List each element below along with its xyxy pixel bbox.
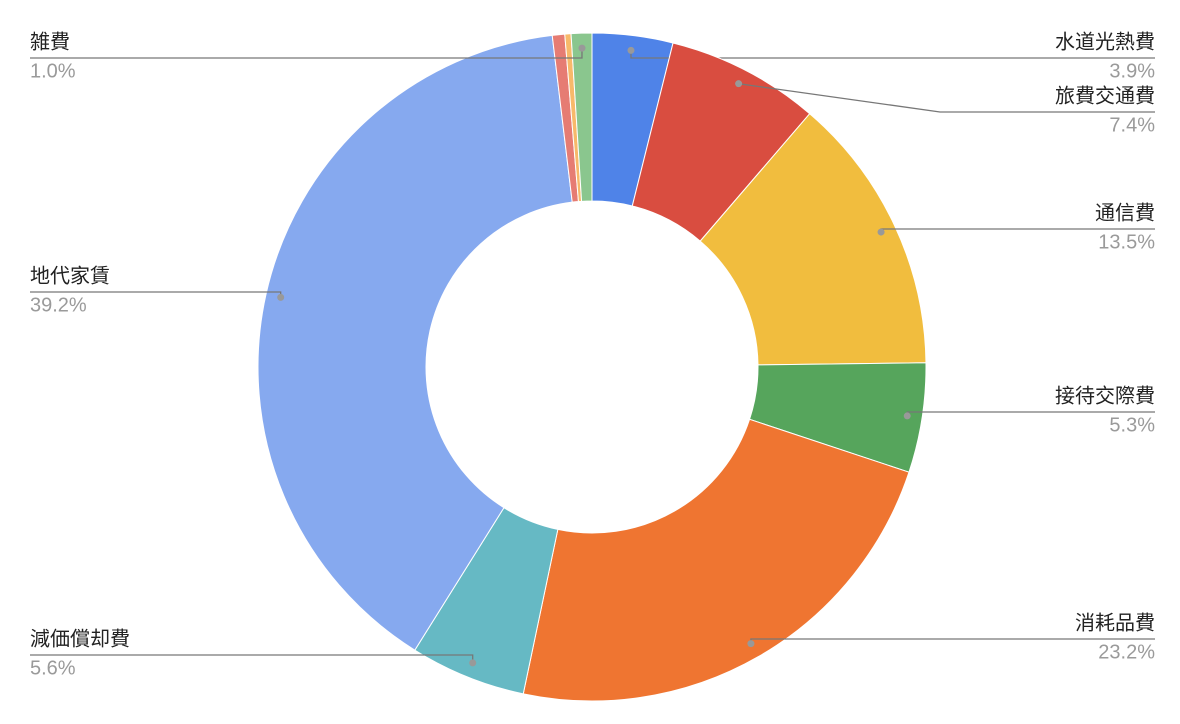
slice-label: 消耗品費 (1075, 611, 1155, 634)
leader-dot (903, 412, 911, 420)
value-label: 5.3% (1109, 414, 1155, 436)
slice-label: 地代家賃 (30, 264, 110, 287)
value-label: 5.6% (30, 657, 76, 679)
leader-line (738, 83, 1155, 113)
value-label: 1.0% (30, 60, 76, 82)
slice-label: 旅費交通費 (1055, 84, 1155, 107)
slice-label: 通信費 (1095, 201, 1155, 224)
leader-line (750, 638, 1155, 644)
slice-label: 接待交際費 (1055, 384, 1155, 407)
leader-dot (747, 640, 755, 648)
leader-dot (277, 293, 285, 301)
leader-dot (578, 44, 586, 52)
leader-line (30, 654, 474, 663)
value-label: 7.4% (1109, 114, 1155, 136)
leader-dot (735, 80, 743, 88)
slice (699, 113, 927, 366)
slice (570, 32, 593, 202)
value-label: 13.5% (1098, 231, 1155, 253)
leader-dot (627, 46, 635, 54)
slice (522, 418, 910, 702)
slice-label: 減価償却費 (30, 627, 130, 650)
leader-dot (469, 659, 477, 667)
slice-label: 水道光熱費 (1055, 30, 1155, 53)
value-label: 23.2% (1098, 641, 1155, 663)
value-label: 39.2% (30, 294, 87, 316)
slice-label: 雑費 (30, 30, 70, 53)
leader-dot (877, 228, 885, 236)
value-label: 3.9% (1109, 60, 1155, 82)
